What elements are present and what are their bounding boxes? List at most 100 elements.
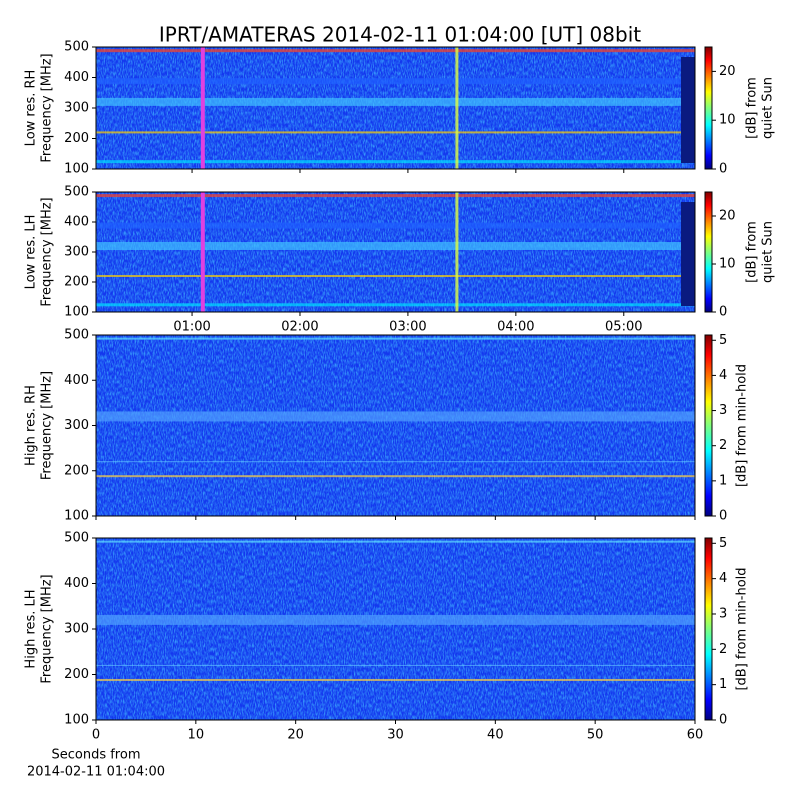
y-axis-label: Low res. LH (24, 215, 39, 290)
y-tick-label: 500 (64, 185, 89, 200)
x-axis-label: 2014-02-11 01:04:00 (27, 765, 165, 780)
y-tick-label: 100 (64, 509, 89, 524)
colorbar-tick-label: 2 (719, 642, 727, 657)
x-tick-label: 30 (387, 728, 404, 743)
colorbar-label: quiet Sun (761, 221, 776, 283)
x-tick-label: 50 (587, 728, 604, 743)
y-tick-label: 500 (64, 328, 89, 343)
y-tick-label: 300 (64, 622, 89, 637)
y-tick-label: 200 (64, 463, 89, 478)
colorbar-tick-label: 4 (719, 571, 727, 586)
colorbar (704, 46, 713, 170)
colorbar-tick-label: 10 (719, 257, 736, 272)
colorbar-tick-label: 20 (719, 209, 736, 224)
colorbar-tick-label: 1 (719, 677, 727, 692)
y-axis-label: High res. RH (24, 385, 39, 466)
y-tick-label: 500 (64, 40, 89, 55)
y-axis-label: Frequency [MHz] (40, 197, 55, 306)
colorbar-label: quiet Sun (761, 77, 776, 139)
spectral-band (96, 614, 695, 625)
colorbar-tick-label: 5 (719, 536, 727, 551)
colorbar-tick-label: 0 (719, 509, 727, 524)
y-axis-label: Frequency [MHz] (40, 53, 55, 162)
interference-line (200, 47, 205, 169)
x-tick-label: 10 (188, 728, 205, 743)
spectral-band (96, 664, 695, 666)
spectrogram-texture (96, 335, 695, 516)
colorbar (704, 334, 713, 517)
x-tick-label: 60 (687, 728, 704, 743)
x-tick-label: 02:00 (281, 320, 318, 335)
y-tick-label: 400 (64, 373, 89, 388)
colorbar (704, 537, 713, 721)
colorbar-label: [dB] from (745, 221, 760, 283)
y-tick-label: 400 (64, 576, 89, 591)
y-axis-label: Frequency [MHz] (40, 371, 55, 480)
y-tick-label: 200 (64, 275, 89, 290)
colorbar-tick-label: 3 (719, 403, 727, 418)
colorbar (704, 191, 713, 313)
colorbar-tick-label: 4 (719, 368, 727, 383)
x-tick-label: 03:00 (389, 320, 426, 335)
spectral-band (96, 275, 695, 277)
figure-title: IPRT/AMATERAS 2014-02-11 01:04:00 [UT] 0… (159, 23, 641, 47)
spectrogram-texture (96, 538, 695, 720)
y-tick-label: 400 (64, 70, 89, 85)
spectral-band (96, 475, 695, 478)
spectral-band (96, 337, 695, 340)
spectral-band (96, 97, 695, 106)
colorbar-tick-label: 0 (719, 713, 727, 728)
y-tick-label: 100 (64, 305, 89, 320)
y-axis-label: Frequency [MHz] (40, 574, 55, 683)
x-tick-label: 05:00 (605, 320, 642, 335)
x-tick-label: 0 (92, 728, 100, 743)
interference-line (200, 192, 205, 312)
spectral-band (96, 160, 695, 164)
y-tick-label: 500 (64, 531, 89, 546)
edge-strip (681, 202, 695, 306)
colorbar-tick-label: 0 (719, 162, 727, 177)
x-tick-label: 20 (287, 728, 304, 743)
x-axis-label: Seconds from (51, 748, 140, 763)
y-tick-label: 300 (64, 101, 89, 116)
burst (455, 192, 459, 312)
edge-strip (681, 57, 695, 163)
x-tick-label: 04:00 (497, 320, 534, 335)
y-tick-label: 100 (64, 162, 89, 177)
spectral-band (96, 242, 695, 250)
spectral-band (96, 78, 695, 85)
colorbar-tick-label: 3 (719, 606, 727, 621)
y-tick-label: 400 (64, 215, 89, 230)
y-tick-label: 200 (64, 667, 89, 682)
x-tick-label: 40 (487, 728, 504, 743)
spectrogram-texture (96, 47, 695, 169)
spectral-band (96, 678, 695, 681)
y-tick-label: 300 (64, 245, 89, 260)
colorbar-label: [dB] from (745, 77, 760, 139)
spectral-band (96, 222, 695, 229)
colorbar-tick-label: 5 (719, 333, 727, 348)
colorbar-tick-label: 0 (719, 305, 727, 320)
burst (455, 47, 459, 169)
colorbar-tick-label: 2 (719, 438, 727, 453)
y-axis-label: High res. LH (24, 589, 39, 668)
colorbar-tick-label: 10 (719, 113, 736, 128)
colorbar-label: [dB] from min-hold (735, 364, 750, 487)
spectral-band (96, 540, 695, 543)
spectral-band (96, 411, 695, 422)
spectrogram-texture (96, 192, 695, 312)
colorbar-tick-label: 20 (719, 64, 736, 79)
y-tick-label: 300 (64, 418, 89, 433)
colorbar-tick-label: 1 (719, 473, 727, 488)
spectral-band (96, 131, 695, 134)
spectral-band (96, 194, 695, 198)
y-tick-label: 100 (64, 713, 89, 728)
spectral-band (96, 303, 695, 307)
x-tick-label: 01:00 (173, 320, 210, 335)
y-tick-label: 200 (64, 131, 89, 146)
spectral-band (96, 49, 695, 53)
colorbar-label: [dB] from min-hold (735, 567, 750, 690)
y-axis-label: Low res. RH (24, 70, 39, 147)
spectral-band (96, 461, 695, 463)
